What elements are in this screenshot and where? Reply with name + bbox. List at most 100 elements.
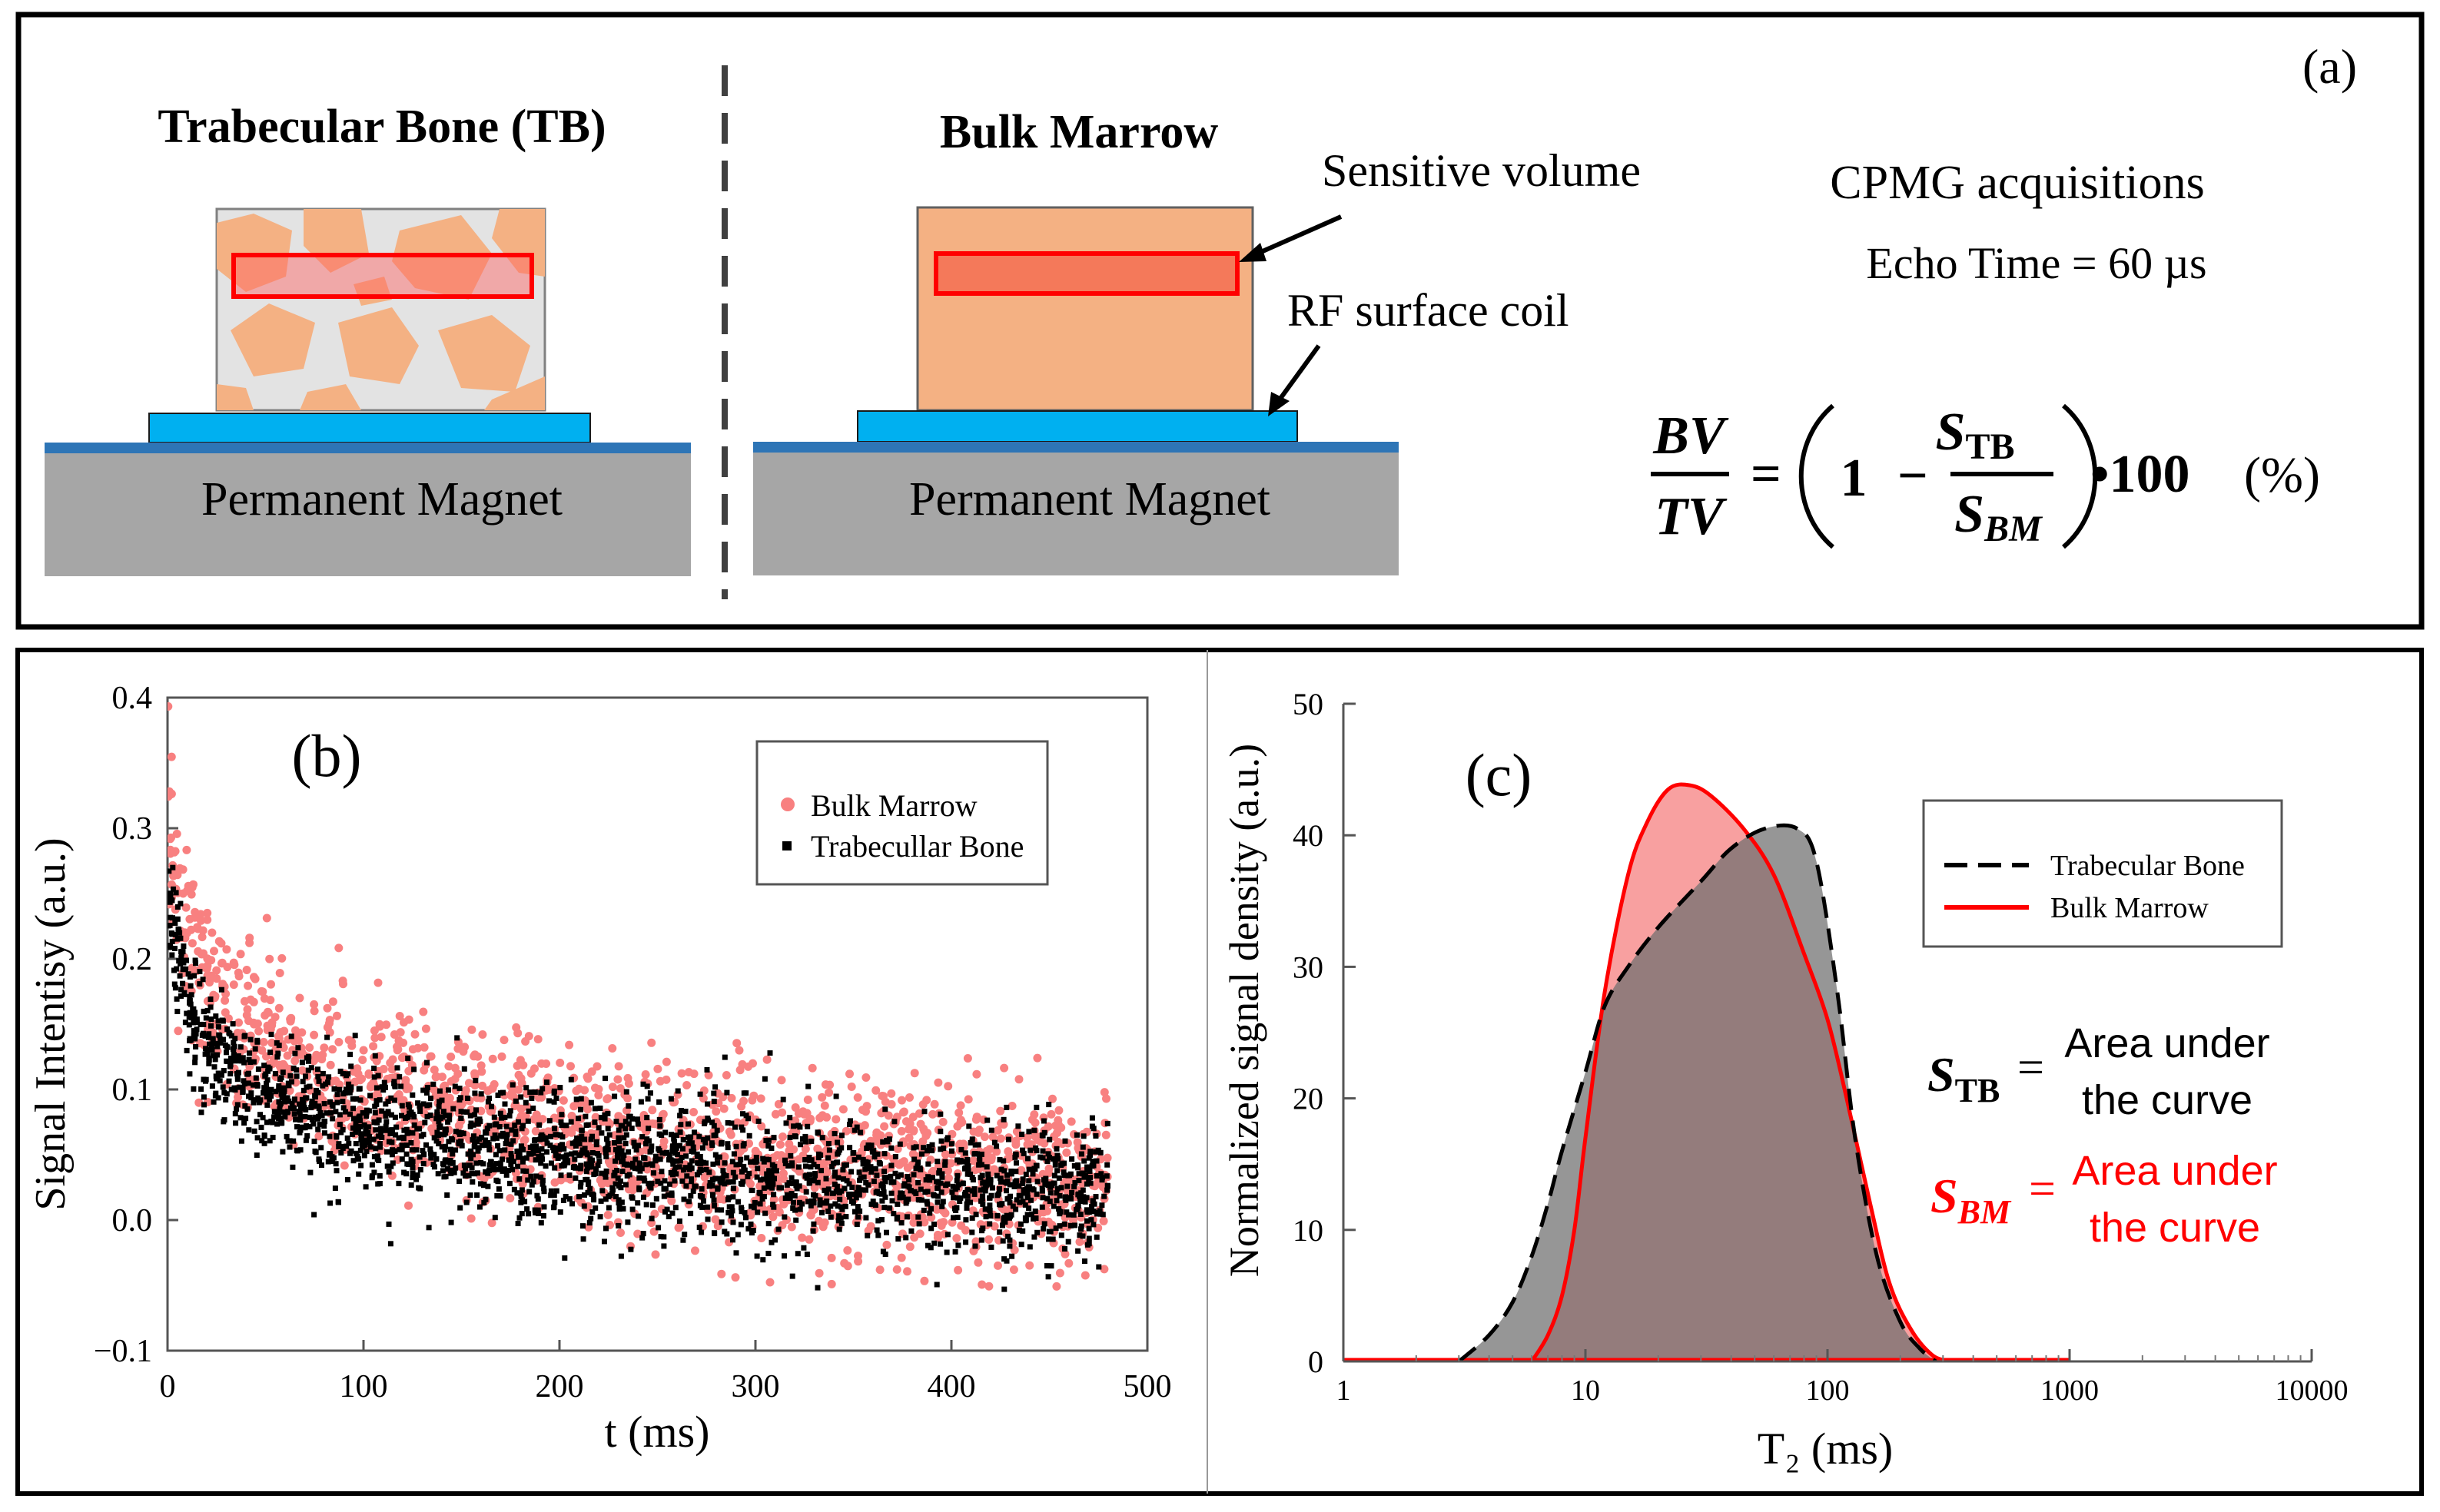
chart-b-point-trabecular: [237, 1115, 244, 1121]
chart-b-point-bulk-marrow: [616, 1228, 625, 1237]
chart-b-point-trabecular: [592, 1106, 598, 1112]
chart-b-point-trabecular: [238, 1138, 244, 1144]
chart-b-point-trabecular: [492, 1132, 498, 1138]
chart-b-point-trabecular: [544, 1079, 549, 1086]
chart-b-point-bulk-marrow: [884, 1111, 893, 1120]
chart-b-point-trabecular: [604, 1136, 610, 1142]
chart-b-point-trabecular: [184, 1010, 190, 1016]
chart-b-point-trabecular: [357, 1097, 364, 1103]
chart-b-point-trabecular: [340, 1099, 346, 1105]
chart-b-point-bulk-marrow: [386, 1059, 395, 1067]
chart-b-point-trabecular: [935, 1193, 941, 1199]
chart-b-point-bulk-marrow: [717, 1269, 726, 1278]
chart-b-point-trabecular: [280, 1149, 286, 1155]
chart-b-point-bulk-marrow: [806, 1210, 815, 1219]
annotation-s-tb-symbol: STB: [1927, 1047, 2000, 1109]
chart-b-point-trabecular: [218, 1072, 224, 1078]
chart-b-point-trabecular: [497, 1110, 503, 1116]
chart-b-point-trabecular: [276, 1116, 281, 1122]
chart-b-point-trabecular: [437, 1124, 443, 1130]
chart-b-point-trabecular: [596, 1159, 603, 1165]
chart-b-point-trabecular: [980, 1201, 986, 1207]
chart-c-legend: Trabecular Bone Bulk Marrow: [1922, 799, 2283, 948]
chart-b-point-trabecular: [572, 1150, 578, 1156]
chart-b-point-trabecular: [193, 960, 198, 967]
chart-b-point-trabecular: [858, 1129, 864, 1136]
chart-b-point-trabecular: [1067, 1195, 1074, 1201]
chart-b-point-trabecular: [969, 1188, 975, 1194]
chart-b-point-trabecular: [659, 1150, 666, 1156]
chart-b-point-trabecular: [346, 1081, 352, 1087]
sensitive-volume-arrowhead: [1239, 243, 1266, 262]
chart-b-point-trabecular: [535, 1196, 541, 1202]
chart-b-point-trabecular: [911, 1156, 918, 1162]
formula-left-paren: [1798, 403, 1834, 549]
chart-b-point-trabecular: [662, 1129, 669, 1136]
chart-b-point-trabecular: [303, 1107, 309, 1112]
chart-b-point-trabecular: [417, 1102, 423, 1109]
chart-b-point-trabecular: [983, 1184, 989, 1190]
chart-b-point-trabecular: [803, 1172, 809, 1179]
chart-b-point-trabecular: [855, 1185, 861, 1191]
chart-c-curves: [1343, 782, 2070, 1361]
chart-b-point-trabecular: [1046, 1228, 1052, 1235]
chart-b-point-trabecular: [207, 1004, 214, 1010]
chart-b-point-bulk-marrow: [915, 1170, 924, 1179]
chart-b-point-trabecular: [459, 1142, 465, 1149]
chart-b-point-trabecular: [784, 1182, 790, 1188]
chart-b-point-trabecular: [746, 1170, 752, 1176]
chart-b-ylabel: Signal Intentisy (a.u.): [27, 837, 75, 1210]
chart-b-point-trabecular: [178, 900, 184, 907]
chart-b-point-trabecular: [248, 1090, 254, 1096]
chart-b-point-trabecular: [373, 1127, 379, 1133]
chart-b-point-trabecular: [679, 1155, 685, 1161]
chart-b-point-trabecular: [393, 1124, 400, 1130]
chart-b-point-trabecular: [984, 1164, 990, 1170]
chart-b-point-trabecular: [735, 1232, 741, 1238]
chart-b-point-trabecular: [208, 1023, 214, 1029]
chart-b-point-trabecular: [504, 1132, 510, 1138]
chart-b-point-trabecular: [743, 1215, 749, 1221]
chart-b-point-trabecular: [483, 1129, 488, 1136]
chart-b-point-trabecular: [191, 1020, 197, 1026]
chart-b-point-trabecular: [272, 1071, 278, 1076]
chart-b-point-trabecular: [582, 1136, 588, 1142]
chart-b-point-bulk-marrow: [1099, 1216, 1108, 1225]
chart-b-point-trabecular: [1001, 1168, 1008, 1174]
chart-b-point-trabecular: [237, 1084, 243, 1090]
chart-b-point-bulk-marrow: [662, 1075, 671, 1084]
sensitive-volume-arrow: [1247, 214, 1343, 260]
chart-b-point-trabecular: [492, 1215, 498, 1221]
chart-b-point-trabecular: [589, 1161, 595, 1167]
chart-b-point-trabecular: [405, 1055, 411, 1061]
chart-b-point-trabecular: [908, 1228, 915, 1234]
chart-b-point-trabecular: [1081, 1174, 1087, 1180]
chart-b-point-trabecular: [1008, 1193, 1013, 1199]
chart-b-point-trabecular: [837, 1196, 843, 1202]
chart-b-point-trabecular: [577, 1184, 583, 1190]
chart-b-point-bulk-marrow: [675, 1222, 684, 1232]
chart-b-point-trabecular: [199, 1032, 205, 1038]
chart-b-point-trabecular: [658, 1234, 664, 1240]
chart-b-point-trabecular: [748, 1221, 754, 1227]
chart-b-point-trabecular: [1077, 1232, 1083, 1238]
chart-b-point-trabecular: [765, 1178, 771, 1184]
chart-b-point-trabecular: [881, 1205, 888, 1211]
chart-b-point-trabecular: [712, 1202, 717, 1209]
chart-b-point-trabecular: [421, 1152, 427, 1158]
chart-b-point-trabecular: [629, 1206, 636, 1212]
chart-b-point-trabecular: [856, 1188, 862, 1194]
chart-b-point-bulk-marrow: [978, 1280, 987, 1289]
chart-b-point-bulk-marrow: [928, 1109, 938, 1119]
chart-b-point-bulk-marrow: [358, 1056, 367, 1064]
chart-b-point-trabecular: [825, 1209, 832, 1215]
chart-b-point-trabecular: [208, 1016, 214, 1023]
chart-b-point-trabecular: [230, 1021, 236, 1027]
chart-b-point-trabecular: [478, 1181, 483, 1187]
chart-b-point-trabecular: [549, 1145, 556, 1151]
chart-b-point-trabecular: [356, 1156, 361, 1162]
chart-b-point-trabecular: [375, 1133, 381, 1139]
chart-b-point-bulk-marrow: [328, 997, 337, 1006]
chart-b-point-trabecular: [598, 1198, 604, 1204]
chart-b-point-trabecular: [286, 1098, 292, 1104]
